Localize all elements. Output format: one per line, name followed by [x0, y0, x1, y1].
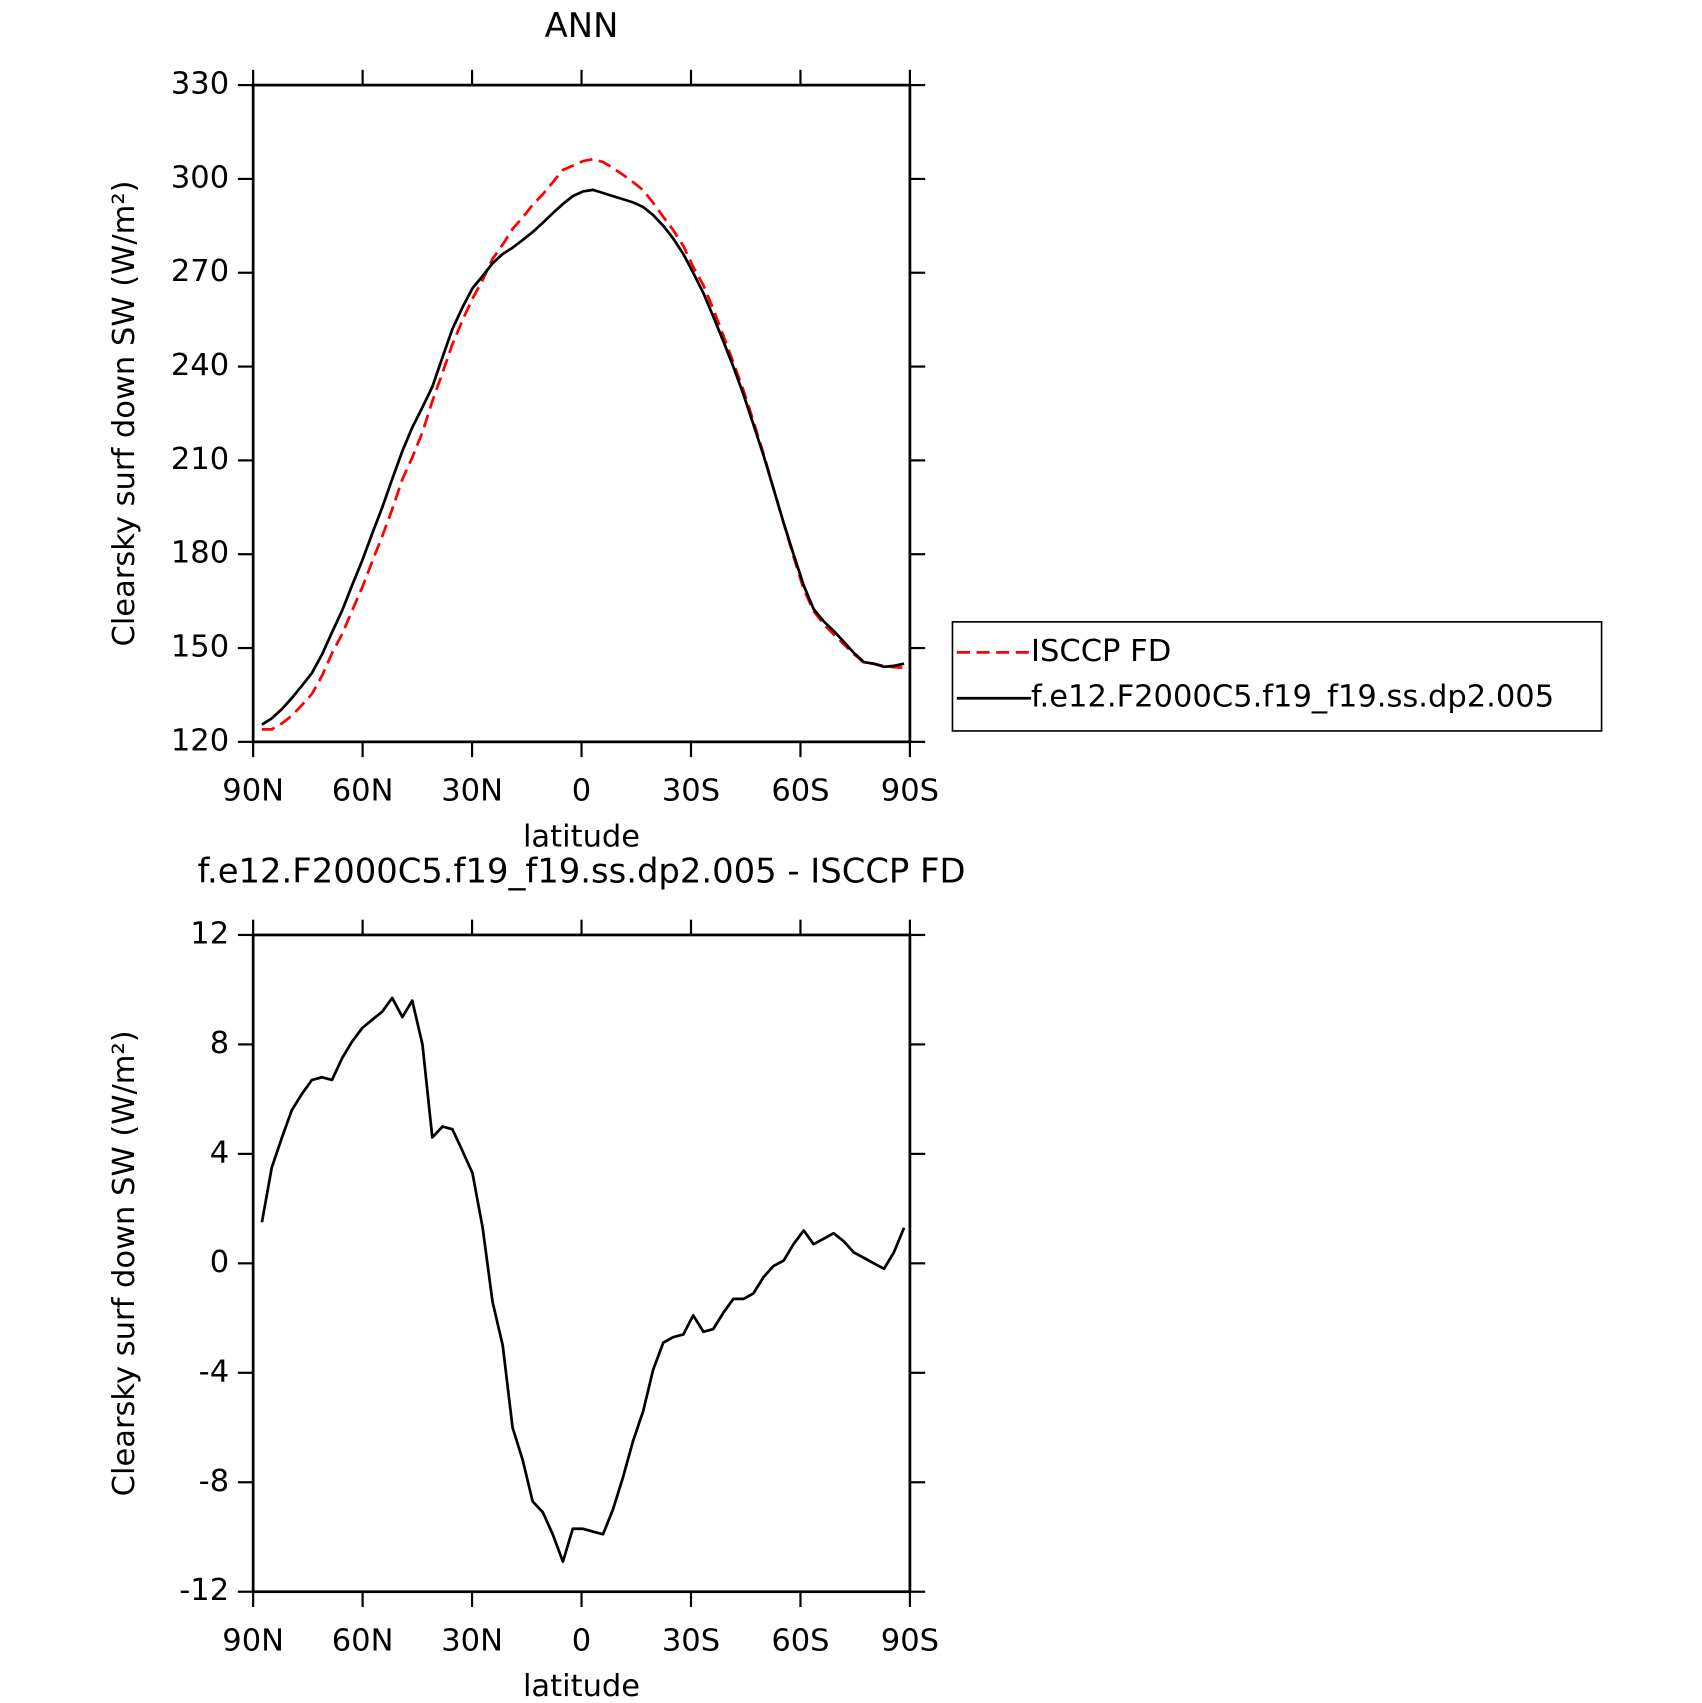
- y-tick-label: 300: [171, 160, 229, 195]
- y-tick-label: 0: [210, 1245, 229, 1280]
- x-axis-label: latitude: [523, 819, 640, 854]
- y-tick-label: 270: [171, 254, 229, 289]
- data-line: [261, 188, 905, 726]
- plot-frame: [251, 83, 912, 744]
- y-tick-label: 150: [171, 630, 229, 665]
- x-tick-label: 30S: [662, 1623, 720, 1658]
- y-tick-label: 120: [171, 723, 229, 758]
- x-tick-label: 30S: [662, 774, 720, 809]
- y-tick-label: 4: [210, 1135, 229, 1170]
- x-tick-label: 90S: [881, 774, 939, 809]
- y-axis-label: Clearsky surf down SW (W/m²): [107, 1030, 142, 1496]
- x-tick-label: 90S: [881, 1623, 939, 1658]
- x-tick-label: 30N: [441, 774, 503, 809]
- x-tick-label: 60N: [332, 1623, 394, 1658]
- y-tick-label: -8: [199, 1464, 229, 1499]
- y-tick-label: 240: [171, 348, 229, 383]
- data-line: [260, 996, 906, 1563]
- y-tick-label: 180: [171, 536, 229, 571]
- y-tick-label: 330: [171, 67, 229, 102]
- x-tick-label: 0: [572, 1623, 591, 1658]
- x-tick-label: 60N: [332, 774, 394, 809]
- legend-label: ISCCP FD: [1031, 634, 1171, 669]
- y-tick-label: -12: [179, 1573, 229, 1608]
- y-tick-label: 210: [171, 442, 229, 477]
- chart-title: f.e12.F2000C5.f19_f19.ss.dp2.005 - ISCCP…: [198, 851, 966, 890]
- legend-label: f.e12.F2000C5.f19_f19.ss.dp2.005: [1031, 680, 1554, 715]
- data-line: [261, 157, 905, 731]
- y-tick-label: 12: [190, 916, 229, 951]
- x-tick-label: 90N: [222, 1623, 284, 1658]
- x-tick-label: 30N: [441, 1623, 503, 1658]
- legend-box: [951, 621, 1603, 732]
- x-tick-label: 60S: [771, 774, 829, 809]
- x-tick-label: 90N: [222, 774, 284, 809]
- plot-frame: [251, 933, 912, 1594]
- chart-title: ANN: [545, 6, 619, 45]
- x-axis-label: latitude: [523, 1669, 640, 1703]
- x-tick-label: 0: [572, 774, 591, 809]
- x-tick-label: 60S: [771, 1623, 829, 1658]
- y-tick-label: 8: [210, 1026, 229, 1061]
- y-axis-label: Clearsky surf down SW (W/m²): [107, 180, 142, 646]
- y-tick-label: -4: [199, 1354, 229, 1389]
